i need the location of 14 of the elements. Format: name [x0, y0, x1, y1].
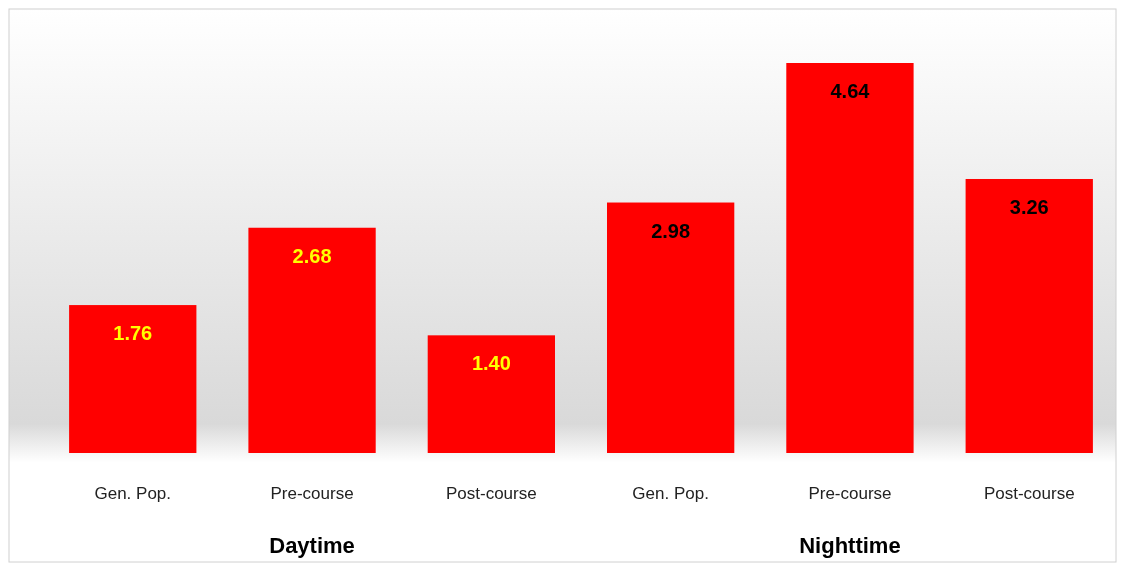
x-tick-label: Pre-course	[270, 484, 354, 503]
x-tick-label: Post-course	[446, 484, 537, 503]
data-label: 4.64	[830, 80, 871, 102]
text: Nighttime	[799, 533, 901, 558]
data-label: 3.26	[1009, 195, 1049, 218]
data-label: 2.98	[651, 219, 691, 242]
x-tick-label: Gen. Pop.	[632, 484, 709, 503]
x-tick-label: Pre-course	[808, 484, 892, 503]
x-tick-label: Gen. Pop.	[94, 484, 172, 503]
x-tick-label: Post-course	[983, 484, 1075, 503]
data-label: 1.40	[471, 352, 511, 375]
data-label: 2.68	[292, 244, 332, 267]
data-label: 1.76	[113, 322, 153, 345]
text: Daytime	[269, 533, 355, 558]
